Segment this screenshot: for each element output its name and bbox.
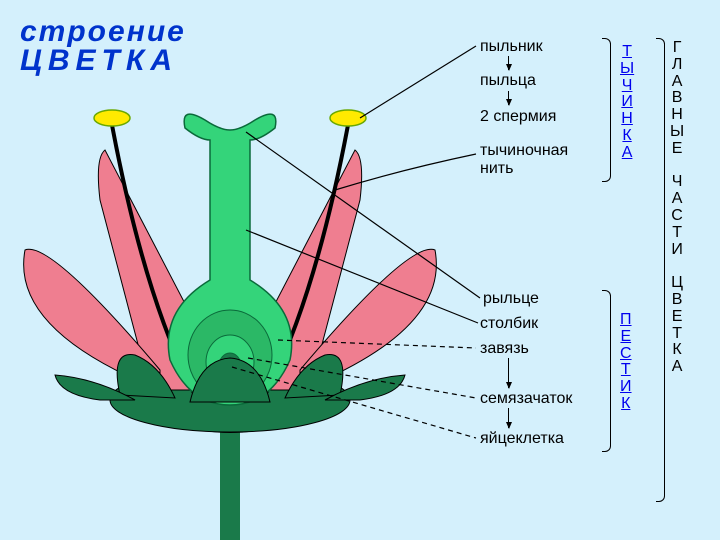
label-filament: тычиночная нить <box>480 142 590 177</box>
label-stigma: рыльце <box>483 290 539 308</box>
group-label-pistil[interactable]: ПЕСТИК <box>620 312 632 413</box>
label-ovule: семязачаток <box>480 390 572 408</box>
label-style: столбик <box>480 315 538 333</box>
bracket-pistil <box>602 290 611 452</box>
group-label-stamen[interactable]: ТЫЧИНКА <box>620 44 634 162</box>
group-label-main: ГЛАВНЫЕ ЧАСТИ ЦВЕТКА <box>670 40 684 376</box>
label-egg: яйцеклетка <box>480 430 564 448</box>
label-sperm: 2 спермия <box>480 108 556 126</box>
label-anther: пыльник <box>480 38 543 56</box>
arrow-icon <box>508 91 509 105</box>
bracket-main <box>656 38 665 502</box>
flower-diagram <box>0 0 720 540</box>
label-ovary: завязь <box>480 340 529 358</box>
arrow-icon <box>508 358 509 388</box>
arrow-icon <box>508 56 509 70</box>
bracket-stamen <box>602 38 611 182</box>
label-pollen: пыльца <box>480 72 536 90</box>
arrow-icon <box>508 408 509 428</box>
